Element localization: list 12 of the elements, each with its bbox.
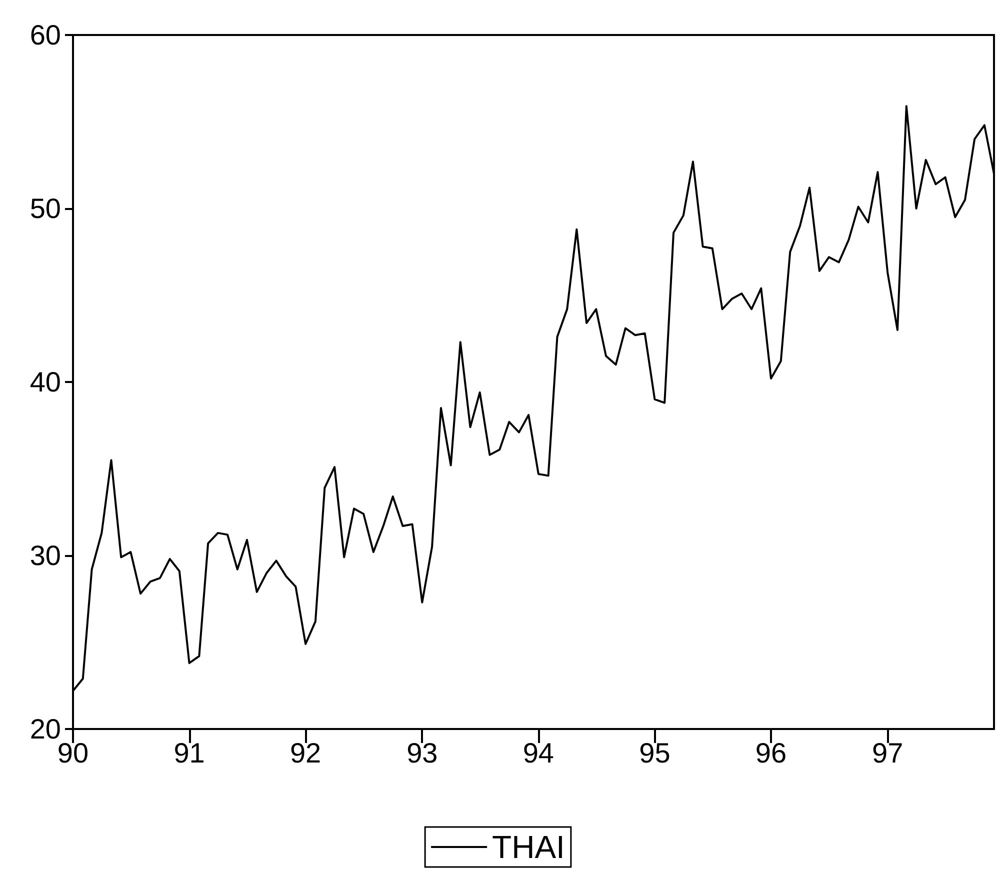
x-tick-label: 93 (406, 738, 438, 768)
x-tick-label: 97 (872, 738, 904, 768)
y-tick-label: 60 (30, 20, 61, 50)
x-tick-label: 94 (522, 738, 554, 768)
legend-label: THAI (492, 829, 565, 865)
x-tick-label: 96 (755, 738, 787, 768)
y-tick-label: 30 (30, 540, 61, 571)
x-tick-label: 91 (174, 738, 205, 768)
y-tick-label: 50 (30, 193, 61, 224)
x-tick-label: 92 (290, 738, 322, 768)
y-tick-label: 40 (30, 366, 61, 398)
x-tick-label: 95 (639, 738, 670, 768)
